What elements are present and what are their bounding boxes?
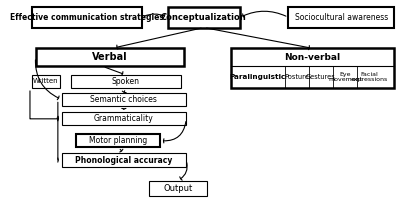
Bar (32, 7, 142, 28)
Text: Motor planning: Motor planning (89, 136, 148, 145)
Text: Grammaticality: Grammaticality (94, 114, 154, 123)
Text: Paralinguistic: Paralinguistic (230, 74, 286, 80)
Text: Sociocultural awareness: Sociocultural awareness (295, 13, 388, 22)
Bar (149, 181, 207, 196)
Bar (32, 75, 60, 88)
Bar (288, 7, 394, 28)
Bar (231, 48, 394, 88)
Text: Facial
expressions: Facial expressions (351, 72, 388, 82)
Text: Posture: Posture (284, 74, 309, 80)
Text: Verbal: Verbal (92, 52, 128, 62)
Text: Eye
movement: Eye movement (328, 72, 362, 82)
Text: Output: Output (163, 184, 192, 193)
Text: Non-verbal: Non-verbal (284, 52, 341, 62)
Bar (168, 7, 240, 28)
Text: Written: Written (33, 79, 58, 84)
Text: Semantic choices: Semantic choices (90, 95, 157, 104)
Text: Spoken: Spoken (112, 77, 140, 86)
Text: Phonological accuracy: Phonological accuracy (75, 155, 172, 165)
Bar (36, 48, 184, 66)
Text: Conceptualization: Conceptualization (161, 13, 247, 22)
Bar (71, 75, 180, 88)
Bar (62, 93, 186, 106)
Bar (76, 134, 160, 147)
Bar (62, 112, 186, 125)
Text: Effective communication strategies: Effective communication strategies (10, 13, 164, 22)
Text: Gestures: Gestures (306, 74, 336, 80)
Bar (62, 153, 186, 167)
